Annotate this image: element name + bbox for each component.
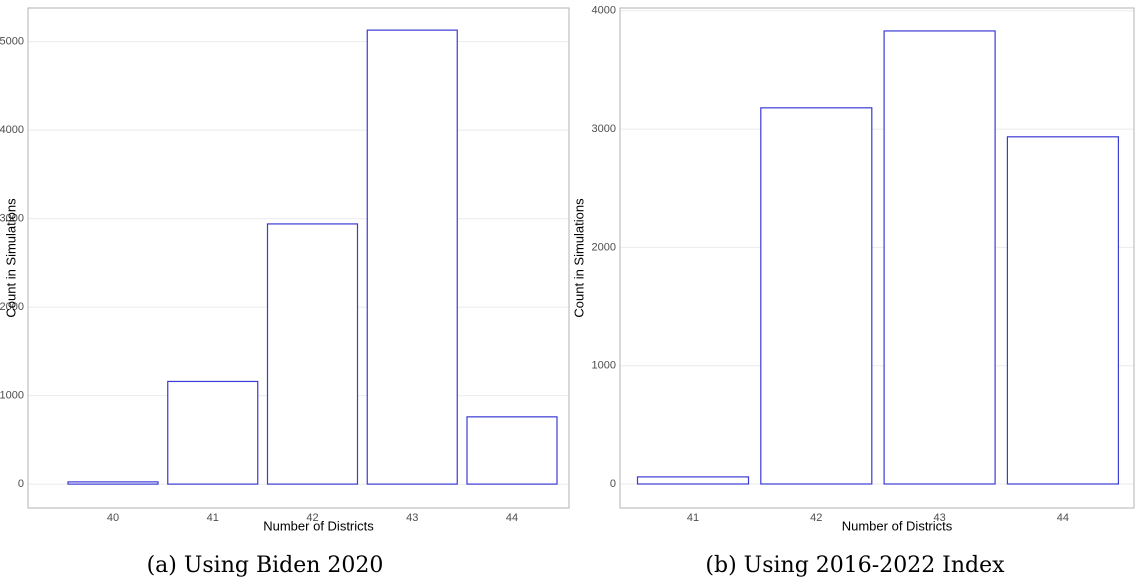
x-tick-label: 41 (207, 512, 219, 524)
x-tick-label: 42 (810, 512, 822, 524)
y-tick-label: 3000 (0, 213, 24, 225)
x-tick-label: 44 (1057, 512, 1069, 524)
bar (636, 476, 750, 485)
y-tick-label: 5000 (0, 36, 24, 48)
y-tick-label: 4000 (592, 5, 616, 17)
bar (366, 29, 458, 485)
bar (466, 416, 558, 485)
y-tick-label: 3000 (592, 123, 616, 135)
bar (1006, 136, 1120, 485)
y-axis-label: Count in Simulations (3, 198, 18, 318)
y-tick-label: 2000 (592, 241, 616, 253)
y-tick-label: 1000 (592, 360, 616, 372)
bar (883, 30, 996, 485)
x-axis-label: Number of Districts (842, 518, 953, 533)
caption: (b) Using 2016-2022 Index (705, 553, 1005, 578)
x-tick-label: 41 (687, 512, 699, 524)
y-tick-label: 2000 (0, 301, 24, 313)
panel-border (619, 7, 1135, 509)
y-tick-label: 0 (610, 478, 616, 490)
y-tick-label: 1000 (0, 390, 24, 402)
x-tick-label: 43 (933, 512, 945, 524)
y-axis-label: Count in Simulations (571, 198, 586, 318)
y-tick-label: 0 (18, 478, 24, 490)
bar (760, 107, 873, 485)
x-axis-label: Number of Districts (263, 518, 374, 533)
bar (266, 223, 359, 485)
y-tick-label: 4000 (0, 124, 24, 136)
panel-border (27, 7, 570, 509)
x-tick-label: 43 (406, 512, 418, 524)
x-tick-label: 40 (107, 512, 119, 524)
x-tick-label: 44 (506, 512, 518, 524)
bar (167, 380, 259, 485)
caption: (a) Using Biden 2020 (147, 553, 384, 578)
x-tick-label: 42 (306, 512, 318, 524)
bar (67, 481, 159, 485)
